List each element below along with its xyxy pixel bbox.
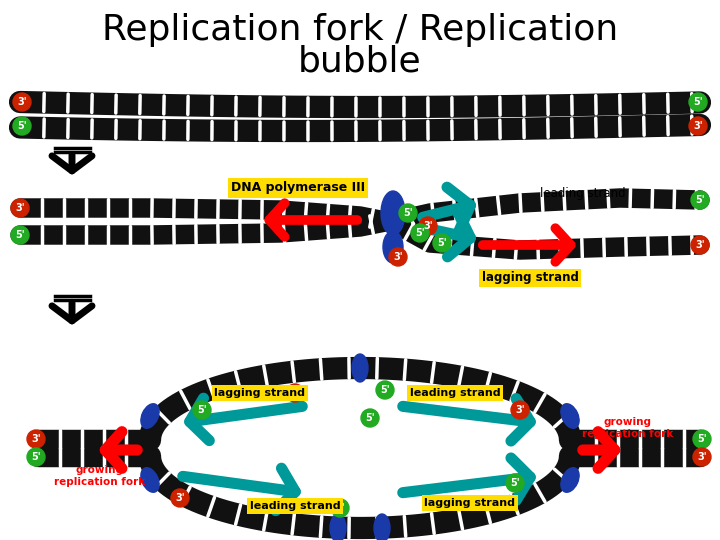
Text: 5': 5' <box>415 228 425 238</box>
Text: leading strand: leading strand <box>250 501 341 511</box>
Text: growing
replication fork: growing replication fork <box>55 465 145 487</box>
Text: Replication fork / Replication: Replication fork / Replication <box>102 13 618 47</box>
Circle shape <box>193 401 211 419</box>
Text: 3': 3' <box>17 97 27 107</box>
Circle shape <box>13 93 31 111</box>
Text: 5': 5' <box>696 195 705 205</box>
Circle shape <box>399 204 417 222</box>
Text: 3': 3' <box>423 221 433 231</box>
Circle shape <box>376 381 394 399</box>
Text: 3': 3' <box>31 434 41 444</box>
Circle shape <box>691 236 709 254</box>
Ellipse shape <box>381 191 405 235</box>
Text: 3': 3' <box>696 240 705 250</box>
Circle shape <box>171 489 189 507</box>
Circle shape <box>511 401 529 419</box>
Text: 3': 3' <box>15 203 24 213</box>
Circle shape <box>691 191 709 209</box>
Circle shape <box>693 430 711 448</box>
Circle shape <box>689 93 707 111</box>
Text: 5': 5' <box>197 405 207 415</box>
Text: 5': 5' <box>437 238 447 248</box>
Text: 3': 3' <box>693 121 703 131</box>
Text: 5': 5' <box>31 452 41 462</box>
Circle shape <box>411 224 429 242</box>
Circle shape <box>693 448 711 466</box>
Circle shape <box>27 448 45 466</box>
Text: DNA polymerase III: DNA polymerase III <box>231 181 365 194</box>
Circle shape <box>11 199 29 217</box>
Text: 3': 3' <box>393 252 402 262</box>
Circle shape <box>389 248 407 266</box>
Text: 5': 5' <box>17 121 27 131</box>
Text: 5': 5' <box>380 385 390 395</box>
Text: 3': 3' <box>175 493 185 503</box>
Circle shape <box>331 499 349 517</box>
Text: 5': 5' <box>693 97 703 107</box>
Circle shape <box>13 117 31 135</box>
Circle shape <box>361 409 379 427</box>
Text: 5': 5' <box>510 478 520 488</box>
Text: lagging strand: lagging strand <box>425 498 516 508</box>
Circle shape <box>433 234 451 252</box>
Text: bubble: bubble <box>298 45 422 79</box>
Ellipse shape <box>374 514 390 540</box>
Text: 5': 5' <box>336 503 345 513</box>
Ellipse shape <box>330 514 346 540</box>
Ellipse shape <box>561 404 579 428</box>
Text: 5': 5' <box>365 413 375 423</box>
Circle shape <box>11 226 29 244</box>
Ellipse shape <box>561 468 579 492</box>
Ellipse shape <box>141 468 159 492</box>
Text: growing
replication fork: growing replication fork <box>582 417 674 439</box>
Text: 3': 3' <box>697 452 707 462</box>
Circle shape <box>27 430 45 448</box>
Text: lagging strand: lagging strand <box>215 388 305 398</box>
Text: 5': 5' <box>15 230 24 240</box>
Text: 5': 5' <box>697 434 707 444</box>
Text: leading strand: leading strand <box>410 388 500 398</box>
Circle shape <box>419 217 437 235</box>
Text: 5': 5' <box>403 208 413 218</box>
Text: 3': 3' <box>516 405 525 415</box>
Ellipse shape <box>141 404 159 428</box>
Text: 3': 3' <box>290 388 300 398</box>
Circle shape <box>286 384 304 402</box>
Text: lagging strand: lagging strand <box>482 272 578 285</box>
Circle shape <box>506 474 524 492</box>
Ellipse shape <box>352 354 368 382</box>
Text: leading strand: leading strand <box>540 186 626 199</box>
Ellipse shape <box>383 231 403 263</box>
Circle shape <box>689 117 707 135</box>
